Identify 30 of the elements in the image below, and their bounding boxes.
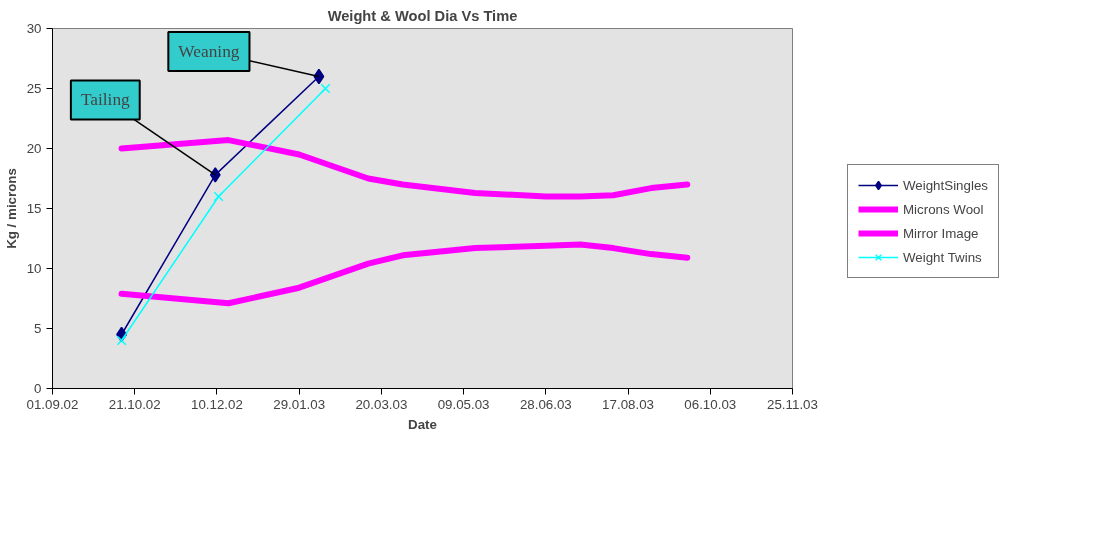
y-axis-title: Kg / microns [3, 168, 19, 249]
x-tick-label: 25.11.03 [767, 396, 818, 412]
legend-label: Weight Twins [903, 249, 982, 265]
y-tick-label: 20 [26, 141, 42, 156]
x-tick-label: 01.09.02 [26, 396, 79, 412]
y-tick-label: 0 [34, 381, 42, 396]
legend-label: Microns Wool [903, 201, 984, 217]
x-tick-label: 09.05.03 [437, 396, 490, 412]
y-tick-label: 25 [26, 81, 42, 96]
y-tick-label: 10 [26, 261, 42, 276]
x-tick-label: 20.03.03 [355, 396, 408, 412]
annotation: Tailing [80, 90, 131, 110]
point [213, 191, 224, 202]
y-tick-label: 30 [26, 21, 42, 36]
x-tick-label: 28.06.03 [519, 396, 572, 412]
point [313, 68, 325, 85]
x-tick-label: 29.01.03 [273, 396, 326, 412]
x-axis-title: Date [408, 416, 437, 432]
point [116, 335, 127, 346]
y-tick-label: 15 [26, 201, 42, 216]
point [320, 83, 331, 94]
x-tick-label: 17.08.03 [602, 396, 655, 412]
x-tick-label: 10.12.02 [191, 396, 243, 412]
legend-label: WeightSingles [903, 177, 988, 193]
chart-title: Weight & Wool Dia Vs Time [327, 7, 518, 24]
y-tick-label: 5 [34, 321, 42, 336]
annotation: Weaning [178, 42, 240, 61]
x-tick-label: 06.10.03 [684, 396, 737, 412]
x-tick-label: 21.10.02 [108, 396, 161, 412]
legend-label: Mirror Image [903, 225, 979, 241]
